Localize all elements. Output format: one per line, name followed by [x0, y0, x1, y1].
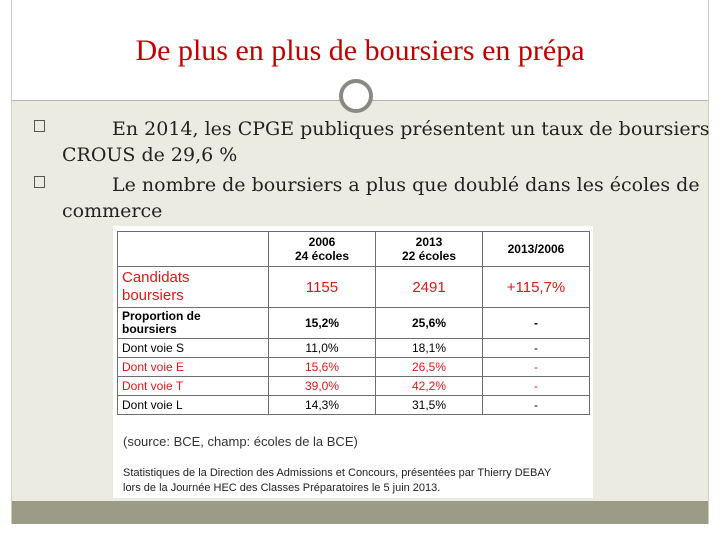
- table-header-cell: 2013/2006: [482, 231, 590, 267]
- cell-2013: 25,6%: [375, 307, 483, 339]
- cell-2006: 11,0%: [268, 338, 376, 358]
- header-year: 2013/2006: [507, 242, 565, 256]
- cell-ratio: -: [482, 395, 590, 415]
- cell-ratio: -: [482, 307, 590, 339]
- table-header-cell: 2013 22 écoles: [375, 231, 483, 267]
- table-row: Dont voie L 14,3% 31,5% -: [117, 395, 590, 415]
- ring-ornament-icon: [339, 79, 373, 113]
- bullet-text-line: CROUS de 29,6 %: [62, 144, 238, 166]
- statistics-table: 2006 24 écoles 2013 22 écoles 2013/2006 Ca…: [117, 231, 590, 415]
- row-label-line: Candidats: [122, 269, 190, 286]
- cell-2006: 15,6%: [268, 357, 376, 377]
- table-row: Dont voie S 11,0% 18,1% -: [117, 338, 590, 358]
- checkbox-bullet-icon: [34, 120, 45, 132]
- row-label-line: boursiers: [122, 322, 177, 336]
- table-row: Dont voie T 39,0% 42,2% -: [117, 376, 590, 396]
- table-credit: Statistiques de la Direction des Admissi…: [123, 466, 551, 496]
- row-label: Dont voie E: [117, 357, 269, 377]
- credit-line: Statistiques de la Direction des Admissi…: [123, 467, 552, 479]
- row-label-line: Proportion de: [122, 309, 201, 323]
- cell-2013: 2491: [375, 266, 483, 308]
- footer-band: [12, 501, 708, 524]
- cell-2013: 26,5%: [375, 357, 483, 377]
- cell-2006: 39,0%: [268, 376, 376, 396]
- bullet-item: Le nombre de boursiers a plus que doublé…: [34, 174, 700, 226]
- cell-2013: 18,1%: [375, 338, 483, 358]
- header-sub: 22 écoles: [401, 249, 457, 263]
- cell-ratio: -: [482, 376, 590, 396]
- table-row: Proportion de boursiers 15,2% 25,6% -: [117, 307, 590, 339]
- row-label-line: boursiers: [122, 287, 184, 304]
- bullet-text-line: Le nombre de boursiers a plus que doublé…: [112, 174, 700, 196]
- slide-title: De plus en plus de boursiers en prépa: [135, 34, 585, 67]
- cell-ratio: -: [482, 357, 590, 377]
- header-year: 2006: [308, 235, 336, 249]
- table-source-note: (source: BCE, champ: écoles de la BCE): [123, 434, 358, 449]
- header-year: 2013: [415, 235, 443, 249]
- cell-2013: 42,2%: [375, 376, 483, 396]
- cell-2013: 31,5%: [375, 395, 483, 415]
- table-header-row: 2006 24 écoles 2013 22 écoles 2013/2006: [117, 231, 590, 267]
- row-label: Dont voie S: [117, 338, 269, 358]
- bullet-item: En 2014, les CPGE publiques présentent u…: [34, 118, 710, 170]
- table-header-cell: [117, 231, 269, 267]
- table-row: Candidats boursiers 1155 2491 +115,7%: [117, 266, 590, 308]
- bullet-text-line: commerce: [62, 200, 163, 222]
- table-row: Dont voie E 15,6% 26,5% -: [117, 357, 590, 377]
- bullet-text-line: En 2014, les CPGE publiques présentent u…: [112, 118, 710, 140]
- row-label: Candidats boursiers: [117, 266, 269, 308]
- cell-ratio: -: [482, 338, 590, 358]
- table-header-cell: 2006 24 écoles: [268, 231, 376, 267]
- cell-2006: 14,3%: [268, 395, 376, 415]
- cell-ratio: +115,7%: [482, 266, 590, 308]
- checkbox-bullet-icon: [34, 176, 45, 188]
- credit-line: lors de la Journée HEC des Classes Prépa…: [123, 482, 441, 494]
- statistics-table-image: 2006 24 écoles 2013 22 écoles 2013/2006 Ca…: [113, 226, 593, 498]
- header-sub: 24 écoles: [294, 249, 350, 263]
- slide-frame: [11, 0, 709, 524]
- cell-2006: 15,2%: [268, 307, 376, 339]
- row-label: Dont voie L: [117, 395, 269, 415]
- row-label: Proportion de boursiers: [117, 307, 269, 339]
- row-label: Dont voie T: [117, 376, 269, 396]
- cell-2006: 1155: [268, 266, 376, 308]
